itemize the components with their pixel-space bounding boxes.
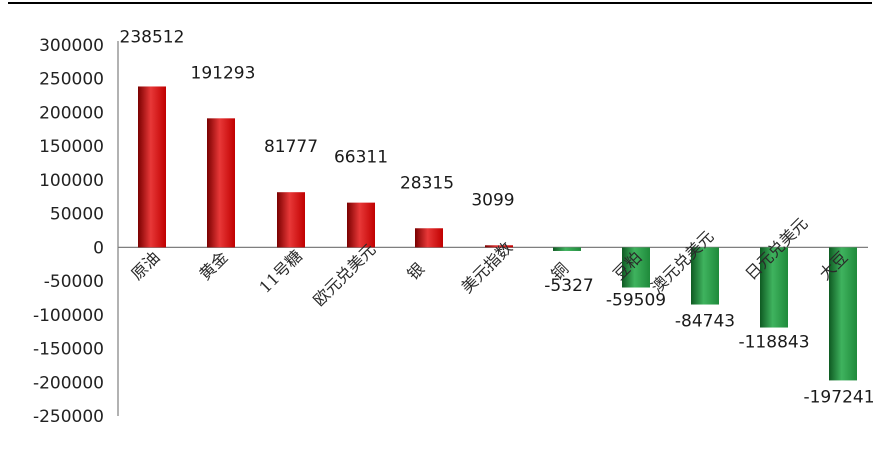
data-label: 3099 <box>471 190 514 210</box>
data-label: 81777 <box>264 137 318 157</box>
category-label: 11号糖 <box>255 246 305 296</box>
y-tick-label: 100000 <box>39 171 104 191</box>
bar <box>415 228 443 248</box>
data-label: -84743 <box>675 312 735 332</box>
bar-series <box>138 86 857 381</box>
data-label: -5327 <box>544 276 593 296</box>
y-tick-label: -50000 <box>44 272 104 292</box>
bar <box>138 86 166 248</box>
data-label: -197241 <box>803 387 874 407</box>
y-tick-label: -100000 <box>33 306 104 326</box>
data-labels: 238512 191293 81777 66311 28315 3099 -5327 -595… <box>120 27 875 407</box>
data-label: 191293 <box>191 63 256 83</box>
y-tick-label: 50000 <box>50 205 104 225</box>
data-label: 238512 <box>120 27 185 47</box>
y-axis: 300000 250000 200000 150000 100000 50000 0 -500… <box>33 36 868 427</box>
y-tick-label: 300000 <box>39 36 104 56</box>
bar <box>622 247 650 288</box>
data-label: 66311 <box>334 148 388 168</box>
y-tick-label: 150000 <box>39 137 104 157</box>
y-tick-label: -250000 <box>33 407 104 427</box>
data-label: 28315 <box>400 173 454 193</box>
category-label: 原油 <box>127 248 163 284</box>
y-tick-label: -200000 <box>33 373 104 393</box>
bar <box>347 202 375 248</box>
bar <box>829 247 857 381</box>
data-label: -59509 <box>606 291 666 311</box>
category-label: 黄金 <box>195 248 231 284</box>
category-label: 银 <box>403 259 428 284</box>
data-label: -118843 <box>738 333 809 353</box>
bar <box>760 247 788 328</box>
bar <box>485 245 513 248</box>
y-tick-label: 200000 <box>39 103 104 123</box>
bar <box>277 192 305 248</box>
bar <box>207 118 235 248</box>
category-labels: 原油 黄金 11号糖 欧元兑美元银美元指数铜豆粕 澳元兑美元 日元兑美元 大豆 <box>127 214 851 310</box>
bar <box>553 247 581 251</box>
y-tick-label: 0 <box>93 238 104 258</box>
y-tick-label: -150000 <box>33 340 104 360</box>
bar <box>691 247 719 305</box>
y-tick-label: 250000 <box>39 70 104 90</box>
category-label: 欧元兑美元 <box>309 240 379 310</box>
